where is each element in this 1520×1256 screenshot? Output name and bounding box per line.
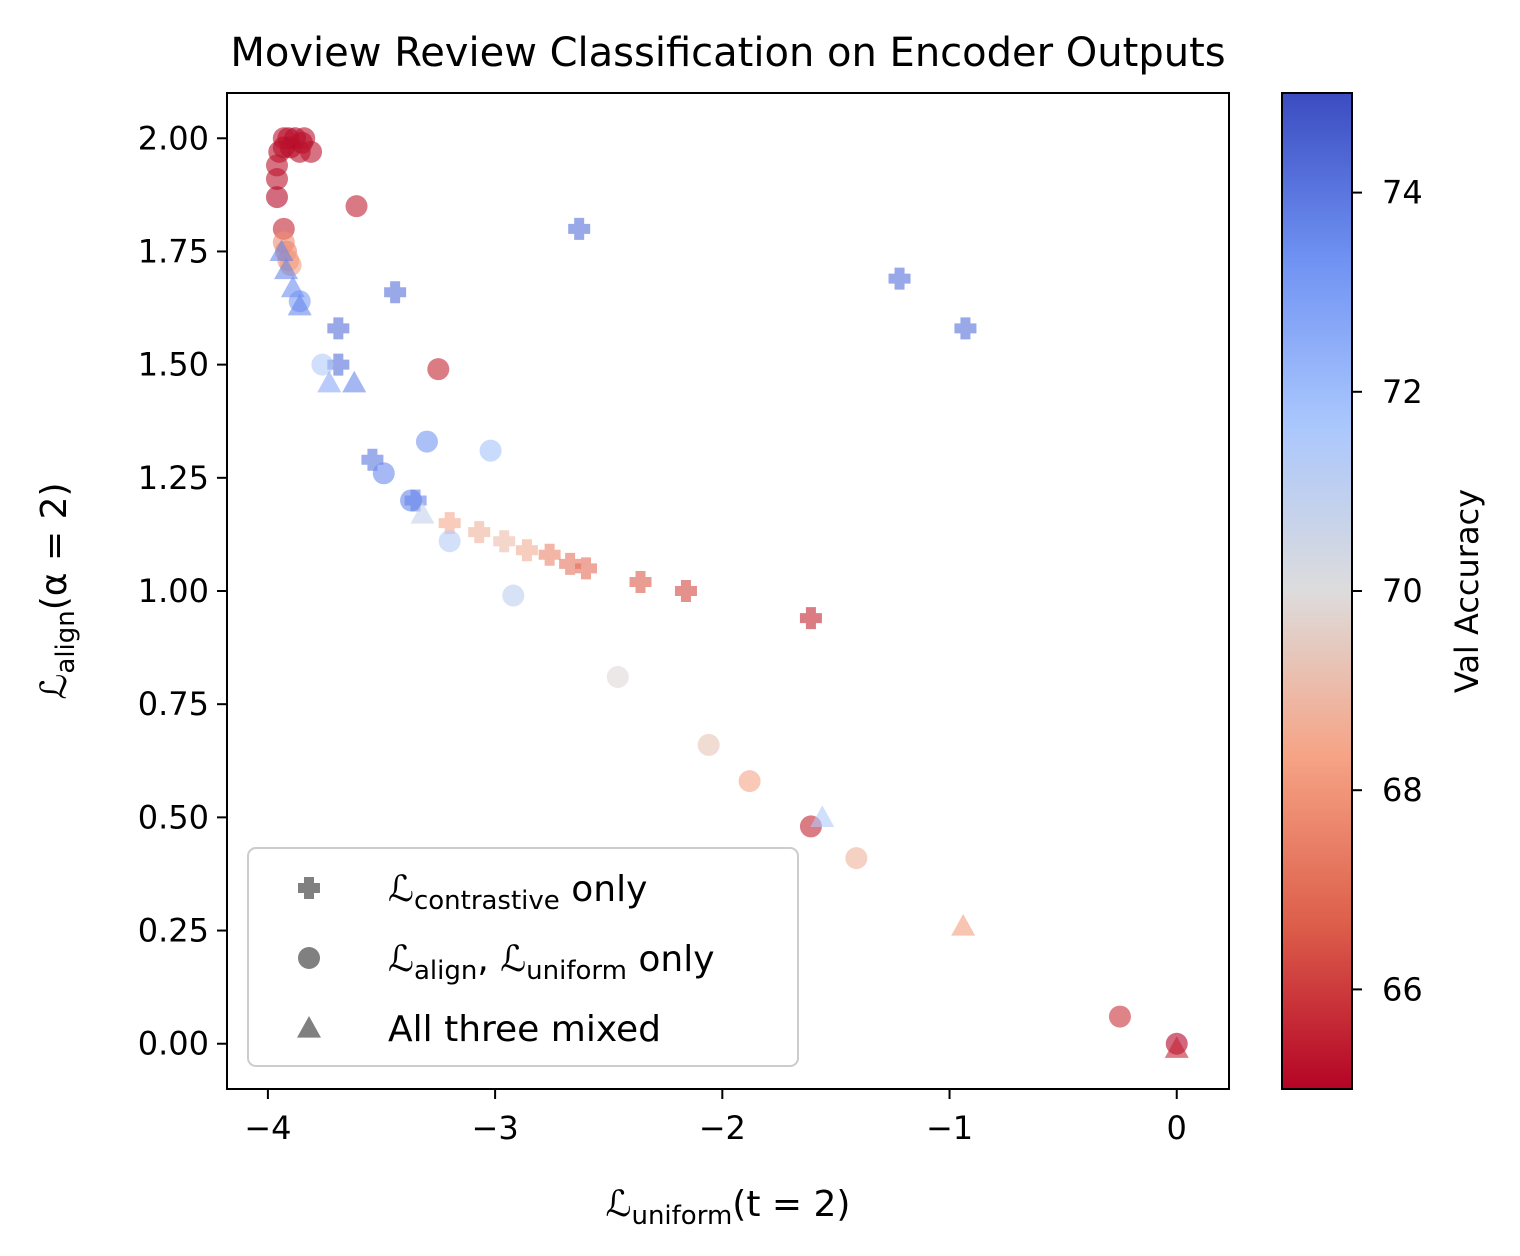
x-axis-label: ℒuniform(t = 2)	[606, 1184, 851, 1231]
circle-point	[272, 127, 295, 150]
legend-circle-icon	[298, 947, 320, 969]
x-axis-ticks: −4 −3 −2 −1 0	[244, 1089, 1187, 1147]
circle-point	[479, 439, 502, 462]
circle-point	[738, 770, 761, 793]
colorbar	[1281, 92, 1353, 1090]
colorbar-label: Val Accuracy	[1448, 489, 1486, 693]
label-subscript: contrastive	[414, 886, 560, 916]
plus-point	[538, 543, 561, 566]
x-tick-label: 0	[1167, 1109, 1187, 1147]
circle-point	[1108, 1005, 1131, 1028]
plus-point	[515, 539, 538, 562]
circle-point	[293, 127, 316, 150]
circle-point	[265, 168, 288, 191]
label-part: ℒ	[388, 869, 414, 910]
legend-triangle-icon	[297, 1016, 321, 1038]
plus-point	[568, 217, 591, 240]
plus-point	[559, 552, 582, 575]
circle-point	[311, 353, 334, 376]
circle-point	[438, 530, 461, 553]
circle-point	[415, 430, 438, 453]
circle-point	[606, 666, 629, 689]
circle-point	[845, 847, 868, 870]
colorbar-tick-label: 68	[1382, 771, 1423, 809]
colorbar-tick-label: 74	[1382, 174, 1423, 212]
triangle-point	[810, 805, 835, 827]
y-axis-label: ℒalign(α = 2)	[34, 482, 81, 699]
legend-label: All three mixed	[388, 1009, 661, 1050]
plus-point	[384, 281, 407, 304]
label-part: only	[627, 939, 715, 980]
x-tick-label: −3	[472, 1109, 519, 1147]
label-subscript: uniform	[631, 1201, 732, 1231]
label-part: All three mixed	[388, 1009, 661, 1050]
data-markers	[265, 127, 1189, 1058]
legend-label: ℒalign, ℒuniform only	[388, 939, 715, 986]
y-tick-label: 1.00	[138, 572, 209, 610]
label-part: ℒ	[34, 674, 75, 700]
label-part: ℒ	[606, 1184, 632, 1225]
label-part: ,	[477, 939, 500, 980]
y-tick-label: 1.25	[138, 459, 209, 497]
x-tick-label: −1	[926, 1109, 973, 1147]
circle-point	[427, 358, 450, 381]
y-tick-label: 2.00	[138, 119, 209, 157]
label-subscript: uniform	[526, 956, 627, 986]
colorbar-tick-label: 66	[1382, 970, 1423, 1008]
y-tick-label: 1.75	[138, 232, 209, 270]
label-part: ℒ	[500, 939, 526, 980]
plus-point	[361, 448, 384, 471]
plus-point	[327, 353, 350, 376]
x-tick-label: −2	[699, 1109, 746, 1147]
colorbar-tick-label: 72	[1382, 373, 1423, 411]
circle-point	[400, 489, 423, 512]
y-tick-label: 0.25	[138, 912, 209, 950]
triangle-point	[951, 914, 976, 936]
plus-point	[574, 557, 597, 580]
x-tick-label: −4	[244, 1109, 291, 1147]
plus-point	[888, 267, 911, 290]
y-axis-ticks: 0.00 0.25 0.50 0.75 1.00 1.25 1.50 1.75 2.00	[138, 119, 227, 1063]
plus-point	[327, 317, 350, 340]
triangle-point	[317, 370, 342, 393]
plus-point	[468, 521, 491, 544]
plus-point	[438, 512, 461, 535]
colorbar-tick-label: 70	[1382, 572, 1423, 610]
legend-frame	[247, 847, 799, 1067]
chart-title: Moview Review Classification on Encoder …	[230, 30, 1225, 76]
triangle-point	[269, 239, 294, 262]
triangle-point	[287, 293, 312, 316]
colorbar-ticks: 66 68 70 72 74	[1352, 174, 1423, 1008]
triangle-point	[280, 275, 305, 298]
triangle-point	[342, 370, 367, 393]
label-subscript: align	[414, 956, 477, 986]
label-part: ℒ	[388, 939, 414, 980]
circle-point	[345, 195, 368, 218]
circle-point	[502, 584, 525, 607]
plus-point	[954, 317, 977, 340]
label-part: only	[560, 869, 648, 910]
triangle-point	[410, 502, 435, 524]
circle-point	[697, 733, 720, 756]
legend-label: ℒcontrastive only	[388, 869, 647, 916]
legend-plus-icon	[298, 877, 320, 899]
plus-point	[629, 570, 652, 593]
plus-point	[493, 530, 516, 553]
y-tick-label: 0.00	[138, 1025, 209, 1063]
y-tick-label: 1.50	[138, 346, 209, 384]
label-part: (α = 2)	[34, 482, 75, 610]
y-tick-label: 0.75	[138, 685, 209, 723]
circle-point	[372, 462, 395, 485]
label-subscript: align	[51, 610, 81, 673]
label-part: (t = 2)	[732, 1184, 850, 1225]
circle-point	[265, 186, 288, 209]
plus-point	[799, 607, 822, 630]
y-tick-label: 0.50	[138, 798, 209, 836]
triangle-point	[1164, 1036, 1189, 1058]
plus-point	[674, 580, 697, 602]
triangle-point	[274, 257, 299, 280]
